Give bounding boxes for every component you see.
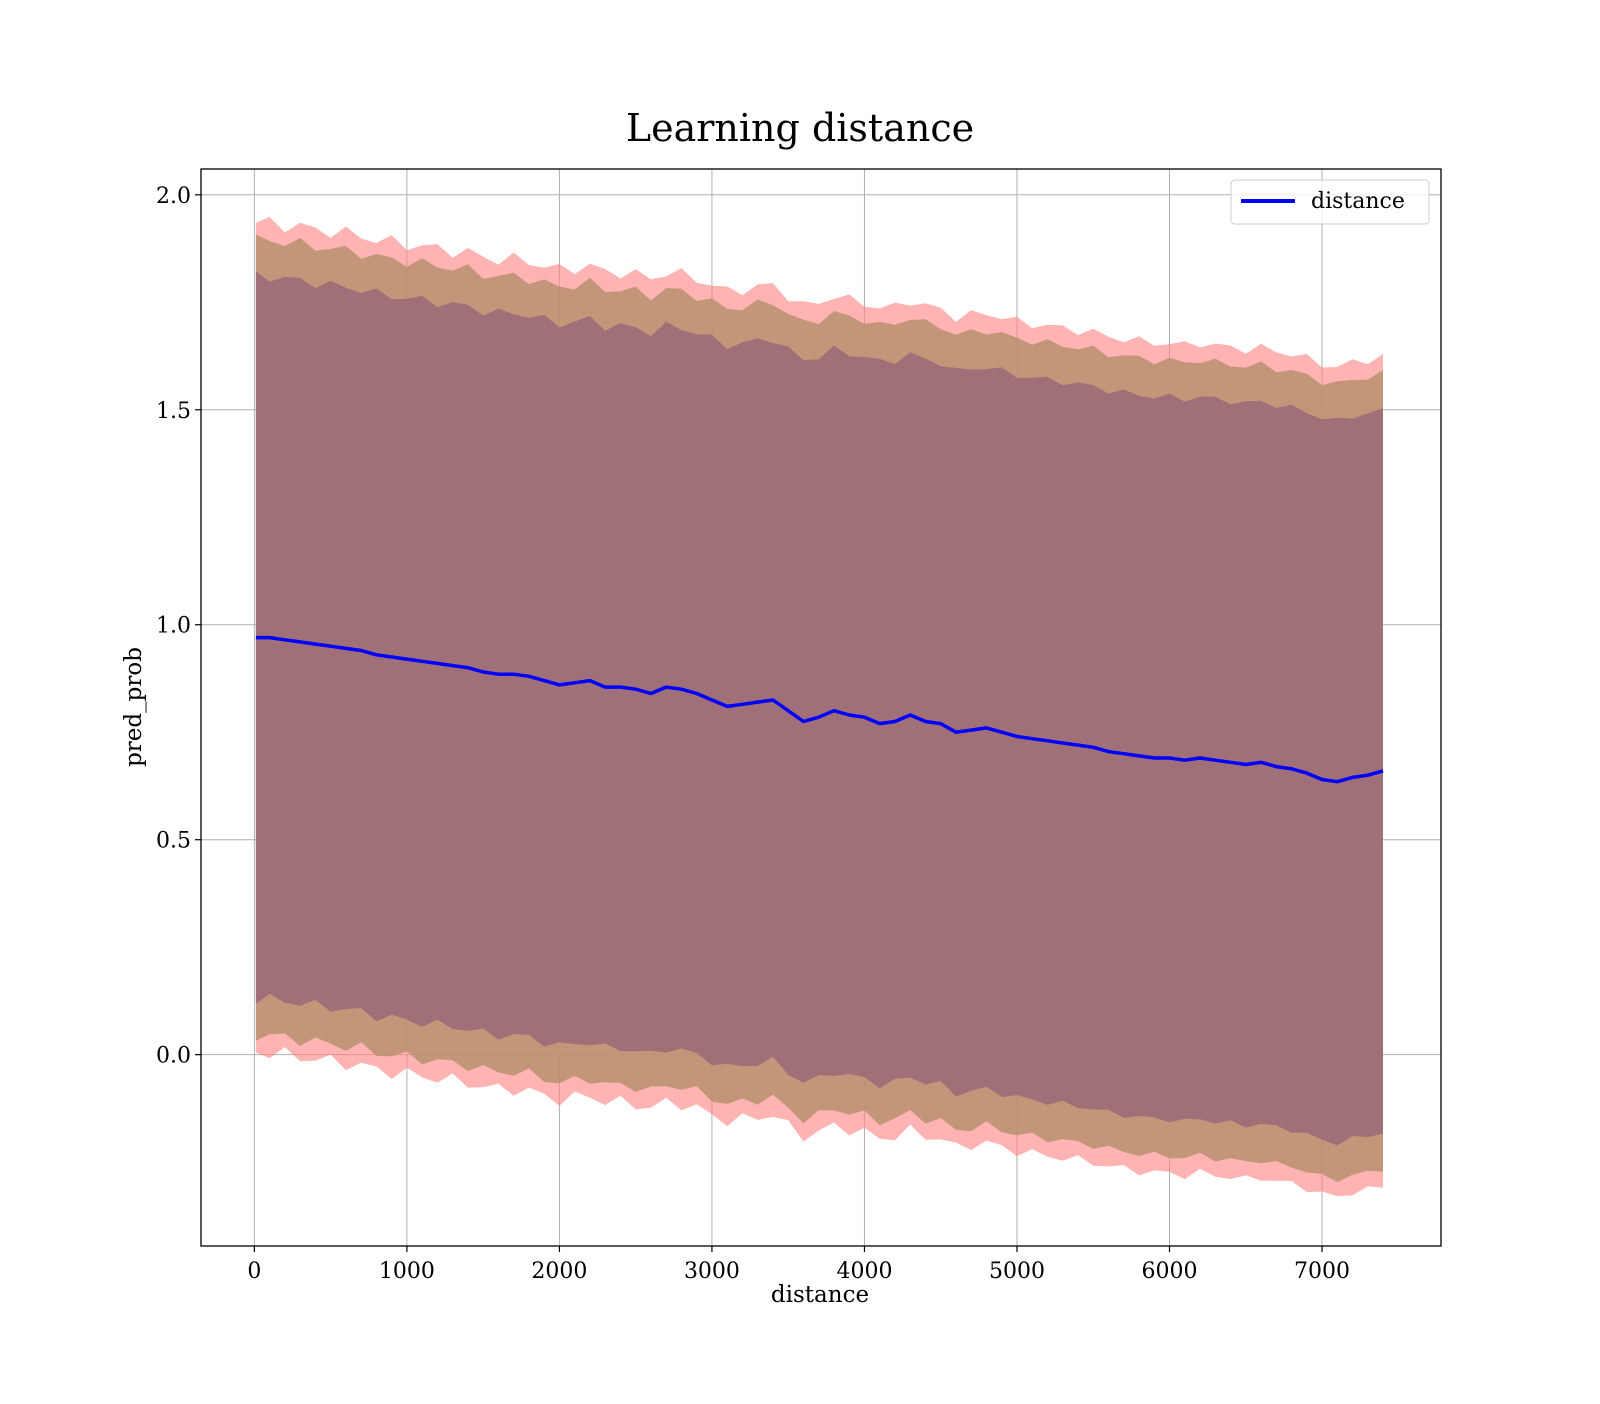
legend: distance <box>1230 179 1430 225</box>
series-line-distance <box>255 635 1384 784</box>
y-tick-label-2: 1.0 <box>156 614 191 639</box>
y-tick-label-3: 1.5 <box>156 399 191 424</box>
x-axis-label: distance <box>771 1282 869 1308</box>
x-axis: 0 1000 2000 3000 4000 5000 6000 7000 <box>247 1246 1350 1284</box>
x-tick-label-6: 6000 <box>1142 1259 1198 1284</box>
plot-frame <box>200 168 1442 1247</box>
y-axis: 0.0 0.5 1.0 1.5 2.0 <box>156 184 201 1069</box>
y-tick-label-1: 0.5 <box>156 829 191 854</box>
x-tick-label-1: 1000 <box>379 1259 435 1284</box>
y-axis-label: pred_prob <box>121 647 147 767</box>
x-tick-label-4: 4000 <box>836 1259 892 1284</box>
x-tick-label-0: 0 <box>247 1259 261 1284</box>
x-tick-label-2: 2000 <box>531 1259 587 1284</box>
x-tick-label-3: 3000 <box>684 1259 740 1284</box>
chart-title: Learning distance <box>626 106 974 150</box>
legend-label-distance: distance <box>1311 189 1405 214</box>
y-tick-label-0: 0.0 <box>156 1044 191 1069</box>
line-layer <box>255 635 1384 784</box>
x-tick-label-5: 5000 <box>989 1259 1045 1284</box>
legend-box <box>1230 179 1430 225</box>
band-layer <box>255 217 1383 1197</box>
x-tick-label-7: 7000 <box>1294 1259 1350 1284</box>
y-tick-label-4: 2.0 <box>156 184 191 209</box>
confidence-band-inner <box>255 271 1383 1146</box>
